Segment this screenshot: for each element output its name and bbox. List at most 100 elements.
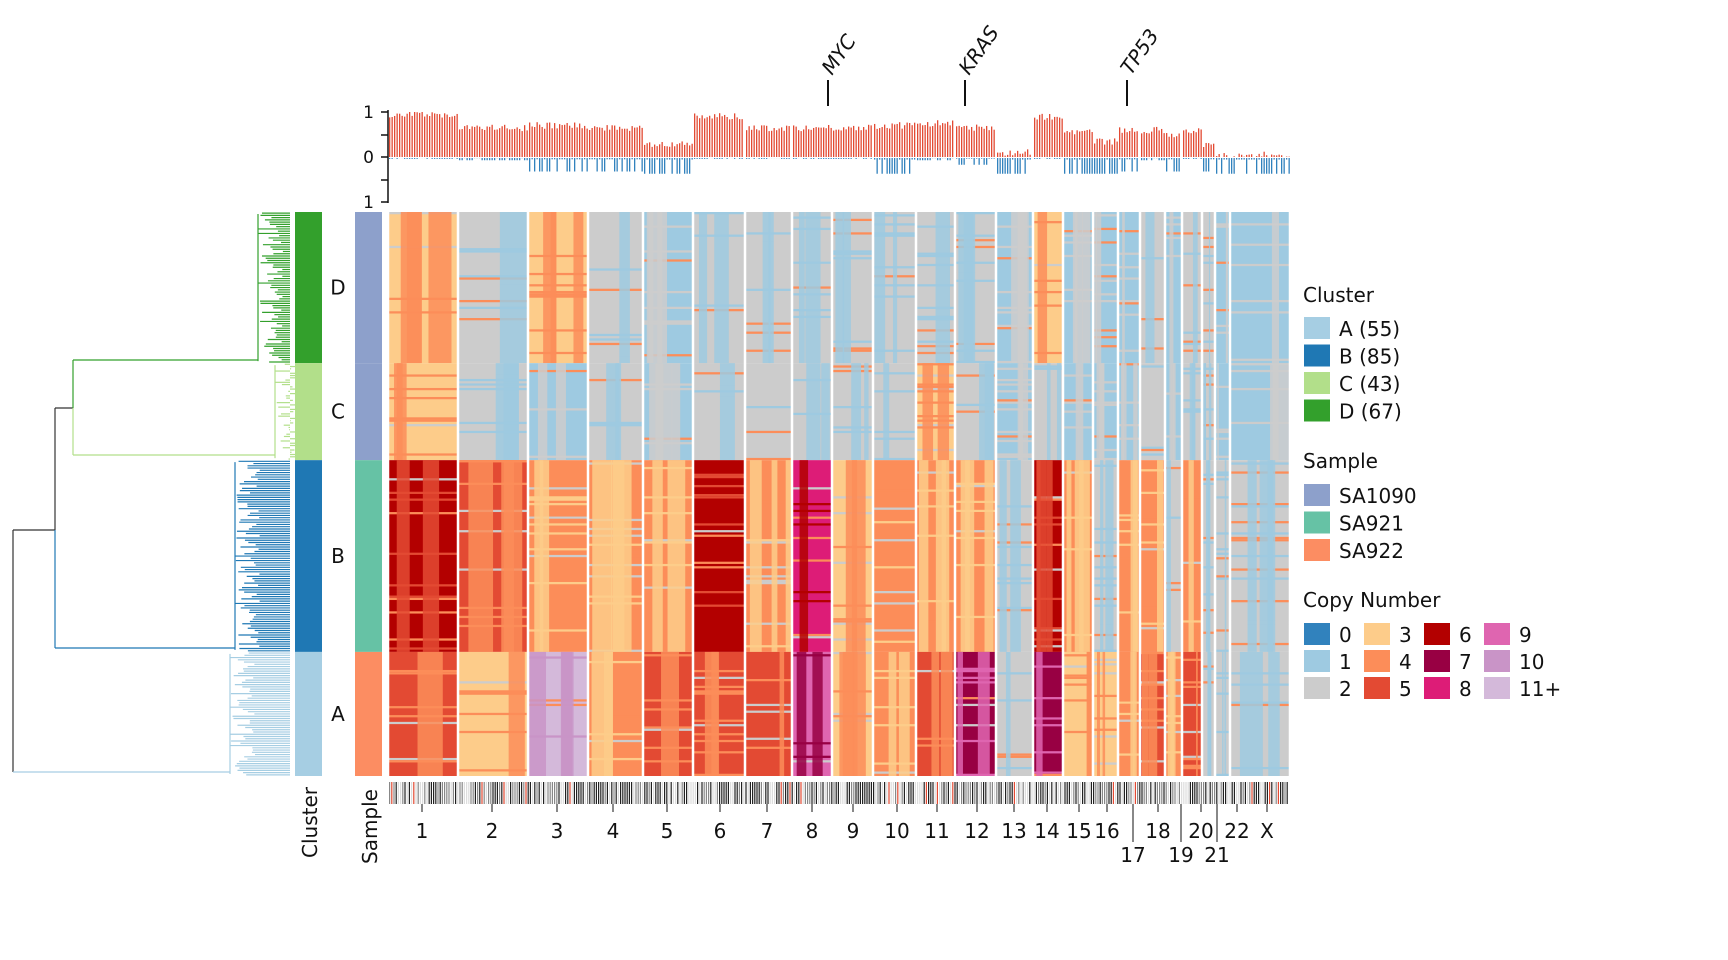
heatmap-row-segment xyxy=(833,252,872,255)
bin-marker xyxy=(956,782,958,804)
bin-marker xyxy=(1007,782,1009,804)
heatmap-row-segment xyxy=(1119,710,1139,713)
heatmap-cell-block xyxy=(1203,212,1214,364)
heatmap-row-segment xyxy=(1141,516,1164,519)
gain-bar xyxy=(509,129,511,157)
heatmap-row-segment xyxy=(1119,611,1139,614)
loss-bar xyxy=(539,158,541,172)
bin-marker xyxy=(457,782,459,804)
heatmap-row-segment xyxy=(917,351,954,355)
bin-marker xyxy=(895,782,897,804)
heatmap-segment xyxy=(612,460,625,652)
gain-bar xyxy=(571,127,573,157)
heatmap-row-segment xyxy=(1141,557,1164,560)
gain-bar xyxy=(1076,130,1078,157)
heatmap-segment xyxy=(937,363,950,461)
heatmap-row-segment xyxy=(1094,293,1117,296)
gain-bar xyxy=(1024,151,1026,157)
loss-bar xyxy=(1111,158,1113,174)
bin-marker xyxy=(991,782,993,804)
loss-bar xyxy=(689,158,691,174)
bin-marker xyxy=(1269,782,1271,804)
heatmap-row-segment xyxy=(1064,654,1092,657)
bin-marker xyxy=(1286,782,1288,804)
bin-marker xyxy=(1216,782,1218,804)
loss-bar xyxy=(818,158,820,159)
loss-bar xyxy=(684,158,686,174)
heatmap-row-segment xyxy=(389,453,457,456)
heatmap-row-segment xyxy=(793,654,831,657)
chromosome-label: 11 xyxy=(924,819,949,843)
heatmap-segment xyxy=(1078,363,1084,461)
heatmap-row-segment xyxy=(1203,383,1214,386)
heatmap-row-segment xyxy=(917,254,954,258)
heatmap-row-segment xyxy=(529,496,587,499)
loss-bar xyxy=(571,158,573,160)
gain-bar xyxy=(810,129,812,157)
gene-label: KRAS xyxy=(953,21,1003,79)
heatmap-row-segment xyxy=(1216,473,1229,476)
gain-bar xyxy=(661,141,663,157)
gain-bar xyxy=(773,128,775,157)
heatmap-row-segment xyxy=(1203,218,1214,222)
loss-bar xyxy=(906,158,908,160)
gain-bar xyxy=(486,126,488,157)
gain-bar xyxy=(778,128,780,157)
loss-bar xyxy=(556,158,558,172)
gain-bar xyxy=(504,124,506,157)
heatmap-row-segment xyxy=(459,769,527,772)
heatmap-row-segment xyxy=(459,421,527,425)
heatmap-row-segment xyxy=(793,633,831,637)
heatmap-segment xyxy=(1268,651,1280,776)
heatmap-segment xyxy=(592,460,612,652)
loss-bar xyxy=(469,158,471,161)
legend-cluster-swatch xyxy=(1304,317,1330,339)
heatmap-segment xyxy=(1224,460,1227,652)
gene-label: TP53 xyxy=(1115,24,1163,79)
bin-marker xyxy=(947,782,949,804)
gain-bar xyxy=(830,127,832,157)
gain-bar xyxy=(711,118,713,157)
loss-bar xyxy=(889,158,891,174)
gain-bar xyxy=(1256,156,1258,157)
heatmap-row-segment xyxy=(529,554,587,558)
gain-bar xyxy=(399,113,401,157)
gain-bar xyxy=(591,127,593,157)
heatmap-row-segment xyxy=(746,622,791,625)
gain-bar xyxy=(449,117,451,157)
heatmap-row-segment xyxy=(956,279,995,282)
gain-bar xyxy=(1064,132,1066,157)
heatmap-row-segment xyxy=(589,356,642,359)
heatmap-row-segment xyxy=(694,494,744,497)
bin-marker xyxy=(769,782,771,804)
loss-bar xyxy=(449,158,451,159)
gain-bar xyxy=(1200,129,1202,157)
heatmap-cell-block xyxy=(1231,212,1289,364)
gain-bar xyxy=(939,125,941,157)
gain-bar xyxy=(813,127,815,157)
heatmap-row-segment xyxy=(1119,277,1139,280)
heatmap-row-segment xyxy=(1141,541,1164,544)
gene-label: MYC xyxy=(816,30,860,79)
loss-bar xyxy=(694,158,696,159)
loss-bar xyxy=(534,158,536,172)
heatmap-row-segment xyxy=(529,518,587,522)
bin-marker xyxy=(1130,782,1132,804)
bin-marker xyxy=(800,782,802,804)
heatmap-row-segment xyxy=(459,681,527,684)
heatmap-segment xyxy=(417,651,443,776)
legend-cluster-swatch xyxy=(1304,372,1330,394)
legend-sample-swatch xyxy=(1304,539,1330,561)
heatmap-row-segment xyxy=(1203,329,1214,332)
heatmap-row-segment xyxy=(793,536,831,540)
bin-marker xyxy=(807,782,809,804)
loss-bar xyxy=(726,158,728,159)
bin-marker xyxy=(1035,782,1037,804)
bin-marker xyxy=(433,782,435,804)
heatmap-segment xyxy=(842,212,851,364)
bin-marker xyxy=(474,782,476,804)
gain-bar xyxy=(531,126,533,157)
loss-bar xyxy=(1121,158,1123,172)
loss-bar xyxy=(1034,158,1036,159)
heatmap-row-segment xyxy=(1216,615,1229,619)
